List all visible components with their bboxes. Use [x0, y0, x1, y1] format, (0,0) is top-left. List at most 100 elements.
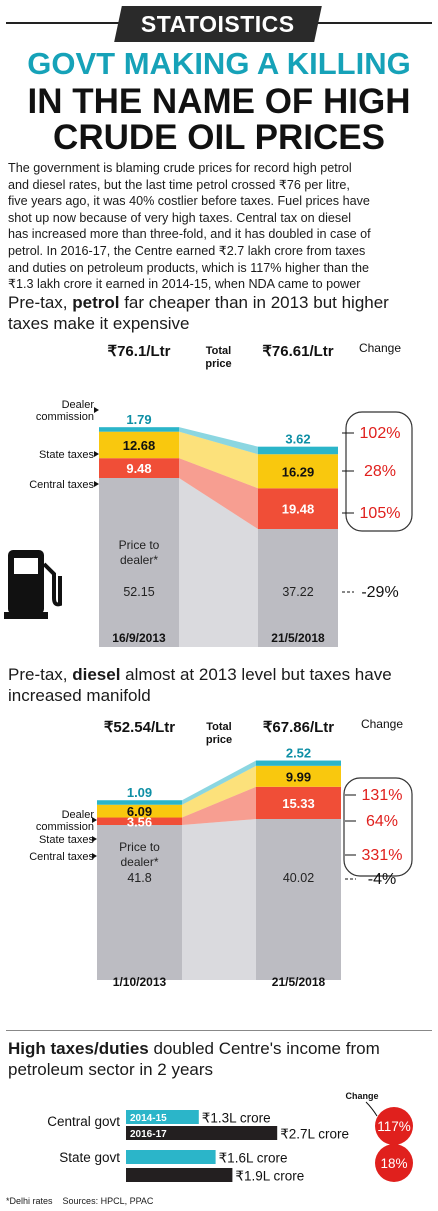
intro-line: has increased more than three-fold, and …	[8, 227, 371, 242]
price-to-dealer-bar	[97, 825, 182, 980]
dealer-commission-legend-label: commission	[36, 821, 94, 833]
state-taxes-value: 9.99	[286, 769, 311, 784]
revenue-group-label: State govt	[59, 1150, 120, 1165]
dealer-commission-bar	[97, 800, 182, 805]
price-to-dealer-label: Price to	[119, 538, 160, 552]
state-taxes-legend-label: State taxes	[39, 834, 95, 846]
dealer-commission-legend-label: Dealer	[62, 399, 95, 411]
price-to-dealer-bar	[258, 529, 338, 647]
central-taxes-value: 15.33	[282, 796, 315, 811]
price-to-dealer-change: -4%	[368, 871, 396, 888]
price-to-dealer-change: -29%	[361, 584, 398, 601]
brand-rule-right	[312, 22, 432, 24]
state-taxes-legend-arrowhead	[94, 451, 99, 457]
total-price-value: ₹67.86/Ltr	[263, 719, 334, 736]
state-taxes-connector	[182, 765, 256, 818]
total-price-label: price	[205, 358, 231, 370]
dealer-commission-connector	[182, 760, 256, 805]
dealer-commission-legend-label: commission	[36, 411, 94, 423]
date-label: 21/5/2018	[271, 631, 325, 645]
dealer-commission-legend-arrowhead	[92, 817, 97, 823]
change-header: Change	[345, 1091, 378, 1101]
revenue-bar-period: 2016-17	[130, 1129, 167, 1140]
revenue-change-badge	[375, 1107, 413, 1145]
revenue-bar	[126, 1150, 216, 1164]
central-taxes-bar	[256, 786, 341, 819]
footer-sources: Sources: HPCL, PPAC	[62, 1196, 154, 1206]
change-header: Change	[359, 341, 401, 355]
price-to-dealer-label: Price to	[119, 840, 160, 854]
date-label: 16/9/2013	[112, 631, 166, 645]
intro-line: and duties on petroleum products, which …	[8, 260, 370, 275]
central-taxes-bar	[258, 488, 338, 529]
central-taxes-connector	[179, 458, 258, 529]
petrol-title-pre: Pre-tax,	[8, 293, 73, 312]
brand-rule-left	[6, 22, 124, 24]
dealer-commission-bar	[256, 760, 341, 766]
price-to-dealer-value: 40.02	[283, 871, 314, 885]
revenue-bar-value: ₹1.9L crore	[235, 1169, 304, 1184]
total-price-value: ₹76.61/Ltr	[262, 343, 333, 360]
brand-banner: STATOISTICS	[0, 0, 438, 48]
central-taxes-legend-arrowhead	[92, 853, 97, 859]
dealer-commission-legend-label: Dealer	[62, 809, 95, 821]
central-taxes-value: 3.56	[127, 814, 152, 829]
footer-note: *Delhi rates	[6, 1196, 53, 1206]
revenue-bar-period: 2014-15	[130, 1113, 167, 1124]
central-taxes-value: 19.48	[282, 502, 315, 517]
fuel-pump-base	[4, 612, 48, 619]
price-to-dealer-connector	[182, 819, 256, 980]
section-divider	[6, 1030, 432, 1031]
price-to-dealer-value: 41.8	[127, 871, 151, 885]
diesel-section-title: Pre-tax, diesel almost at 2013 level but…	[8, 664, 434, 706]
date-label: 21/5/2018	[272, 975, 326, 989]
state-taxes-connector	[179, 431, 258, 489]
fuel-pump-display	[14, 558, 38, 574]
price-to-dealer-bar	[256, 819, 341, 980]
total-price-value: ₹76.1/Ltr	[108, 343, 171, 360]
dealer-commission-bar	[258, 446, 338, 455]
diesel-title-post: almost at 2013 level but taxes have incr…	[8, 665, 392, 705]
dealer-commission-value: 3.62	[285, 432, 310, 447]
dealer-commission-connector	[179, 427, 258, 455]
petrol-title-bold: petrol	[72, 293, 120, 312]
fuel-pump-hose	[42, 562, 62, 607]
total-price-label: Total	[206, 721, 231, 733]
intro-line: and diesel rates, but the last time petr…	[8, 177, 350, 192]
date-label: 1/10/2013	[113, 975, 167, 989]
total-price-value: ₹52.54/Ltr	[104, 719, 175, 736]
dealer-commission-change: 102%	[360, 425, 401, 442]
state-taxes-legend-label: State taxes	[39, 449, 95, 461]
revenue-bar-value: ₹1.6L crore	[219, 1151, 288, 1166]
dealer-commission-value: 1.79	[126, 412, 151, 427]
intro-line: The government is blaming crude prices f…	[8, 161, 352, 175]
change-header: Change	[361, 717, 403, 731]
state-taxes-value: 6.09	[127, 804, 152, 819]
revenue-bar	[126, 1110, 199, 1124]
price-to-dealer-value: 52.15	[123, 585, 154, 599]
footer: *Delhi rates Sources: HPCL, PPAC	[6, 1196, 153, 1206]
headline-line-3: CRUDE OIL PRICES	[53, 118, 385, 157]
price-to-dealer-connector	[179, 478, 258, 647]
state-taxes-bar	[99, 431, 179, 459]
dealer-commission-change: 131%	[362, 787, 403, 804]
total-price-label: price	[206, 734, 232, 746]
price-to-dealer-label: dealer*	[120, 553, 158, 567]
state-taxes-value: 12.68	[123, 438, 156, 453]
intro-paragraph: The government is blaming crude prices f…	[8, 160, 432, 293]
dealer-commission-bar	[99, 427, 179, 432]
revenue-section-title: High taxes/duties doubled Centre's incom…	[8, 1038, 434, 1080]
price-to-dealer-value: 37.22	[282, 585, 313, 599]
state-taxes-change: 64%	[366, 813, 398, 830]
central-taxes-bar	[97, 817, 182, 825]
diesel-title-pre: Pre-tax,	[8, 665, 73, 684]
dealer-commission-value: 2.52	[286, 746, 311, 761]
state-taxes-legend-arrowhead	[92, 836, 97, 842]
revenue-bar-value: ₹2.7L crore	[280, 1127, 349, 1142]
state-taxes-value: 16.29	[282, 464, 315, 479]
petrol-title-post: far cheaper than in 2013 but higher taxe…	[8, 293, 389, 333]
central-taxes-legend-label: Central taxes	[29, 479, 94, 491]
petrol-section-title: Pre-tax, petrol far cheaper than in 2013…	[8, 292, 434, 334]
